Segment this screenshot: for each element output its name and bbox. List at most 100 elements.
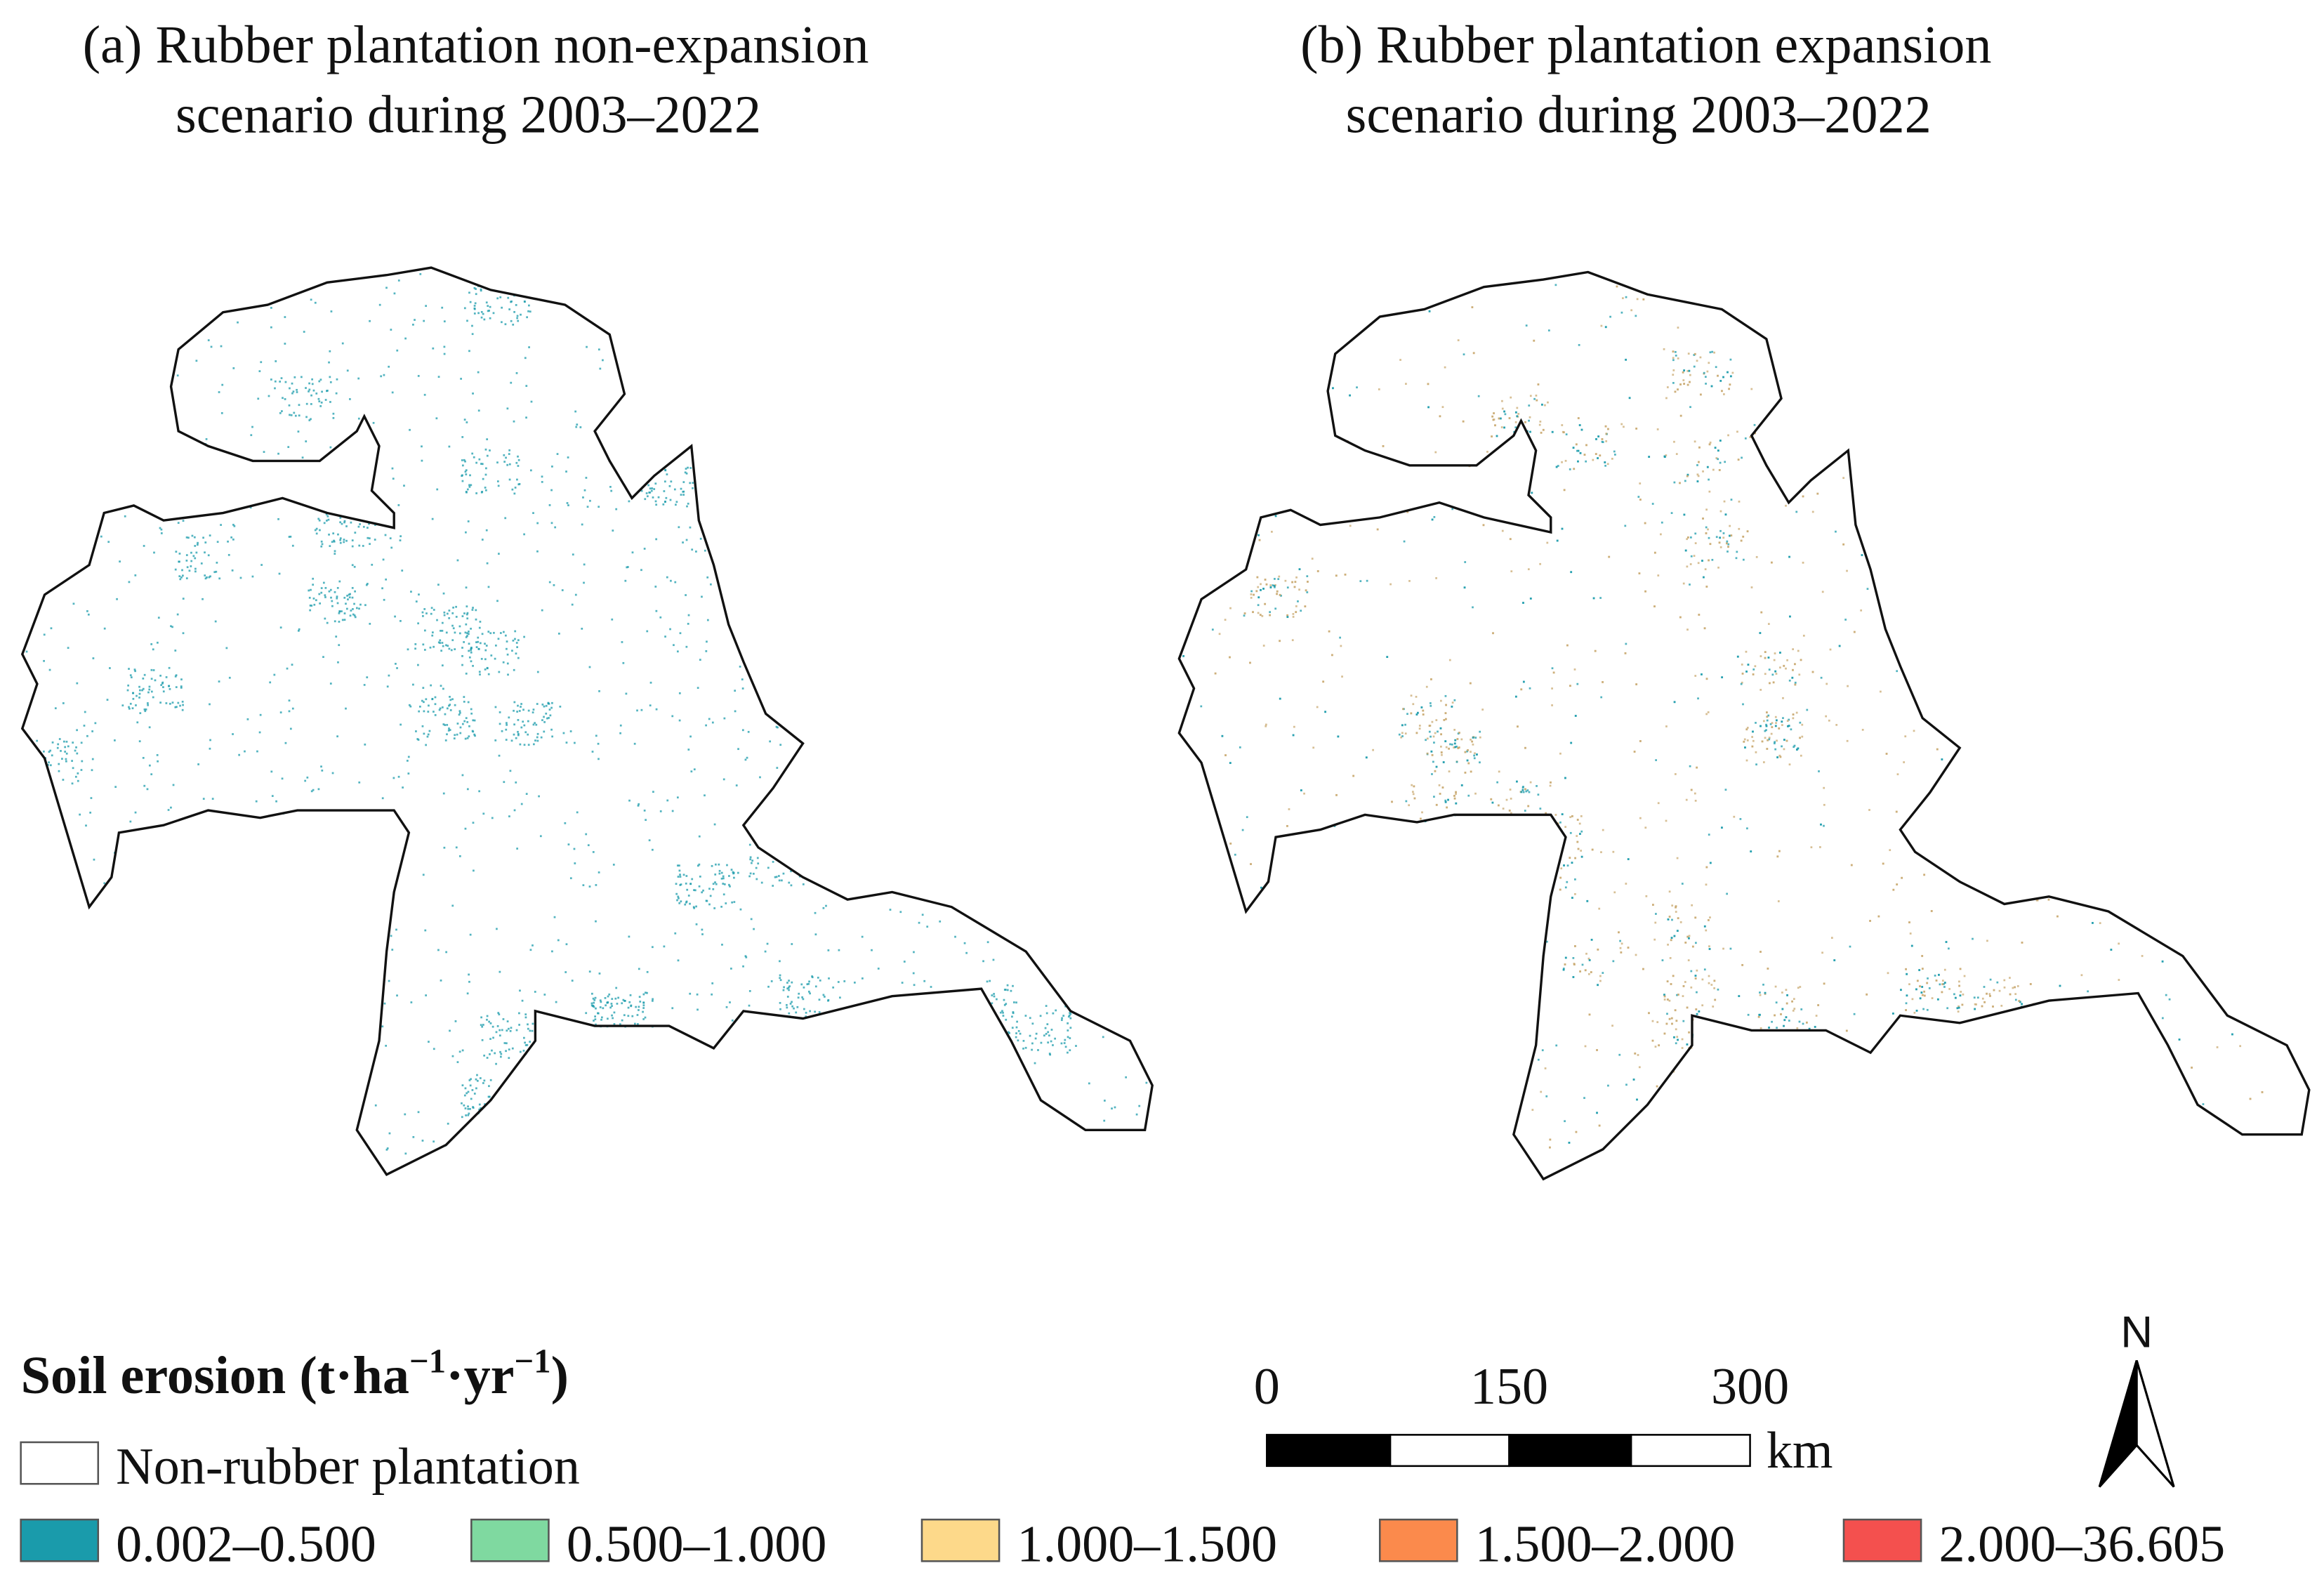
erosion-pixel (708, 903, 711, 906)
erosion-pixel (345, 525, 348, 527)
erosion-pixel (65, 758, 67, 760)
erosion-pixel (1849, 945, 1851, 948)
erosion-pixel (711, 721, 714, 724)
erosion-pixel (1067, 1051, 1069, 1054)
legend-swatch (920, 1518, 1001, 1562)
erosion-pixel (324, 617, 326, 620)
erosion-pixel (1759, 725, 1762, 727)
erosion-pixel (775, 725, 778, 728)
erosion-pixel (497, 638, 500, 640)
erosion-pixel (67, 745, 70, 748)
erosion-pixel (689, 526, 692, 529)
erosion-pixel (1405, 800, 1408, 803)
erosion-pixel (1007, 1031, 1010, 1034)
erosion-pixel (397, 279, 400, 282)
erosion-pixel (409, 428, 411, 431)
erosion-pixel (685, 539, 688, 541)
erosion-pixel (354, 532, 357, 534)
erosion-pixel (176, 613, 179, 616)
erosion-pixel (809, 992, 812, 995)
erosion-pixel (1527, 805, 1530, 808)
erosion-pixel (481, 539, 484, 541)
erosion-pixel (467, 1107, 470, 1110)
erosion-pixel (505, 1050, 507, 1053)
erosion-pixel (520, 706, 522, 708)
erosion-pixel (470, 649, 472, 652)
erosion-pixel (982, 960, 984, 963)
erosion-pixel (503, 1042, 506, 1044)
erosion-pixel (595, 884, 597, 886)
erosion-pixel (787, 987, 790, 989)
erosion-pixel (449, 699, 452, 701)
erosion-pixel (1015, 1032, 1017, 1034)
erosion-pixel (1679, 482, 1681, 485)
erosion-pixel (541, 481, 543, 483)
erosion-pixel (1428, 725, 1431, 727)
erosion-pixel (1243, 614, 1246, 617)
erosion-pixel (1696, 1013, 1698, 1015)
erosion-pixel (1682, 985, 1685, 987)
erosion-pixel (1683, 513, 1686, 516)
erosion-pixel (418, 705, 421, 708)
erosion-pixel (1778, 727, 1781, 730)
erosion-pixel (591, 751, 594, 753)
erosion-pixel (496, 928, 498, 930)
erosion-pixel (1490, 798, 1493, 800)
erosion-pixel (1531, 1109, 1534, 1111)
erosion-pixel (150, 668, 153, 671)
erosion-pixel (331, 605, 334, 607)
erosion-pixel (1821, 951, 1823, 954)
erosion-pixel (1750, 388, 1753, 390)
erosion-pixel (1906, 994, 1908, 997)
erosion-pixel (355, 607, 358, 609)
erosion-pixel (685, 594, 687, 596)
erosion-pixel (351, 596, 354, 599)
erosion-pixel (1727, 551, 1729, 553)
erosion-pixel (494, 739, 497, 741)
erosion-pixel (576, 423, 579, 426)
erosion-pixel (499, 1050, 501, 1053)
erosion-pixel (218, 577, 221, 580)
erosion-pixel (671, 1007, 674, 1010)
erosion-pixel (116, 598, 118, 600)
erosion-pixel (1755, 555, 1758, 558)
erosion-pixel (1713, 351, 1716, 354)
erosion-pixel (67, 647, 70, 650)
erosion-pixel (107, 541, 110, 543)
erosion-pixel (525, 385, 528, 387)
erosion-pixel (1998, 989, 2001, 992)
erosion-pixel (1501, 529, 1504, 532)
erosion-pixel (1660, 533, 1662, 536)
erosion-pixel (36, 739, 39, 742)
erosion-pixel (705, 899, 708, 902)
erosion-pixel (423, 629, 426, 632)
erosion-pixel (358, 781, 361, 784)
erosion-pixel (1674, 390, 1677, 393)
erosion-pixel (286, 667, 289, 670)
erosion-pixel (1722, 532, 1725, 534)
erosion-pixel (1400, 736, 1403, 739)
erosion-pixel (536, 522, 539, 525)
erosion-pixel (128, 668, 130, 670)
legend-title: Soil erosion (t·ha−1·yr−1) (21, 1342, 569, 1405)
erosion-pixel (233, 525, 236, 527)
erosion-pixel (1440, 699, 1442, 702)
erosion-pixel (308, 596, 311, 599)
erosion-pixel (1663, 455, 1666, 458)
erosion-pixel (1630, 309, 1633, 312)
erosion-pixel (1719, 440, 1722, 442)
erosion-pixel (1769, 723, 1772, 725)
erosion-pixel (520, 803, 523, 805)
erosion-pixel (1727, 371, 1729, 374)
erosion-pixel (720, 877, 723, 880)
erosion-pixel (461, 474, 463, 477)
erosion-pixel (1759, 1013, 1761, 1016)
erosion-pixel (369, 319, 371, 322)
erosion-pixel (1703, 925, 1706, 928)
erosion-pixel (479, 621, 482, 623)
erosion-pixel (1754, 432, 1757, 435)
erosion-pixel (1688, 369, 1691, 372)
erosion-pixel (1499, 417, 1502, 420)
erosion-pixel (1444, 366, 1446, 369)
erosion-pixel (1714, 998, 1717, 1001)
